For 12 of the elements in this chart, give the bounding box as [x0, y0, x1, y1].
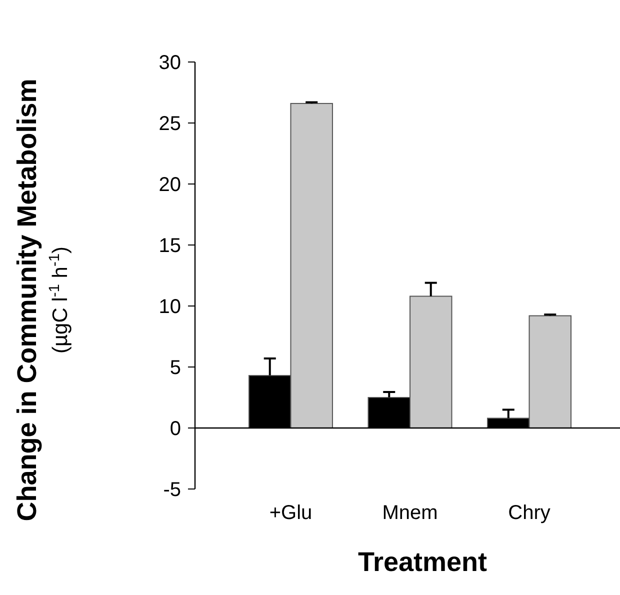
y-tick-label: 5	[170, 357, 181, 379]
y-tick-label: -5	[163, 479, 181, 501]
y-tick-label: 30	[158, 52, 181, 74]
x-axis-title: Treatment	[358, 547, 488, 577]
y-tick-label: 20	[158, 174, 181, 196]
y-tick-label: 15	[158, 235, 181, 257]
y-tick-label: 25	[158, 113, 181, 135]
y-tick-label: 0	[170, 418, 181, 440]
y-tick-label: 10	[158, 296, 181, 318]
x-tick-label: +Glu	[269, 502, 312, 524]
x-tick-label: Chry	[508, 502, 550, 524]
x-tick-label: Mnem	[382, 502, 438, 524]
